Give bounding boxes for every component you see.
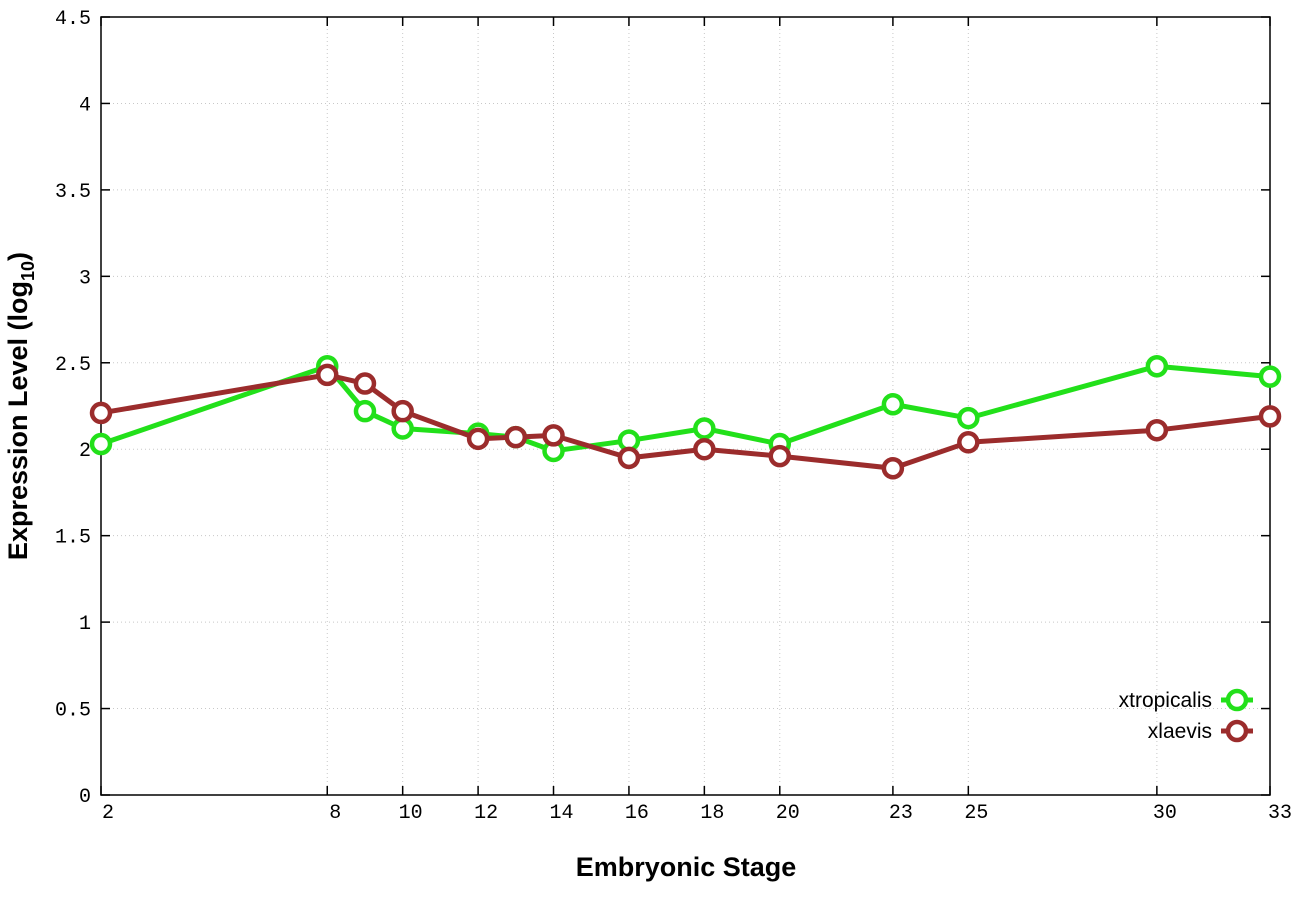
y-tick-label: 3 — [79, 267, 91, 290]
y-tick-label: 4 — [79, 94, 91, 117]
series-line-xtropicalis — [100, 363, 1271, 454]
data-point-xlaevis — [466, 427, 490, 451]
series-xtropicalis — [89, 354, 1282, 463]
x-tick-label: 18 — [700, 802, 724, 825]
y-tick-label: 2 — [79, 440, 91, 463]
data-point-xlaevis — [391, 399, 414, 423]
data-point-xlaevis — [353, 372, 377, 395]
data-point-xtropicalis — [353, 399, 377, 423]
x-tick-label: 14 — [550, 802, 574, 825]
data-point-xtropicalis — [693, 417, 716, 440]
data-point-xlaevis — [881, 456, 905, 480]
data-point-xtropicalis — [957, 406, 980, 430]
data-point-xlaevis — [693, 437, 716, 461]
x-tick-label: 2 — [102, 802, 114, 825]
y-tick-label: 0 — [79, 786, 91, 809]
y-axis-title: Expression Level (log10) — [3, 252, 38, 560]
x-tick-label: 23 — [889, 802, 913, 825]
data-point-xtropicalis — [1258, 365, 1282, 388]
y-tick-label: 1.5 — [55, 527, 91, 550]
y-tick-label: 4.5 — [55, 8, 91, 31]
series-layer — [89, 354, 1282, 480]
x-tick-label: 12 — [474, 802, 498, 825]
legend-swatch-marker — [1225, 688, 1249, 712]
data-point-xtropicalis — [881, 393, 905, 416]
data-point-xlaevis — [504, 425, 528, 449]
y-axis-title-main: Expression Level (log — [3, 281, 33, 560]
series-xlaevis — [89, 363, 1282, 480]
data-point-xlaevis — [768, 444, 792, 468]
x-tick-label: 20 — [776, 802, 800, 825]
x-tick-label: 10 — [399, 802, 423, 825]
legend-label-xlaevis: xlaevis — [1148, 720, 1212, 743]
legend-label-xtropicalis: xtropicalis — [1119, 689, 1212, 712]
data-point-xtropicalis — [89, 432, 113, 456]
legend: xtropicalis xlaevis — [1119, 688, 1253, 743]
data-point-xlaevis — [89, 401, 113, 425]
grid-lines — [101, 17, 1270, 795]
data-point-xlaevis — [1258, 405, 1282, 428]
data-point-xlaevis — [1145, 418, 1169, 442]
x-tick-label: 25 — [964, 802, 988, 825]
x-axis-title: Embryonic Stage — [576, 852, 797, 882]
y-axis-title-close: ) — [3, 252, 33, 261]
y-tick-label: 0.5 — [55, 700, 91, 723]
x-tick-label: 16 — [625, 802, 649, 825]
x-tick-label: 33 — [1268, 802, 1292, 825]
axis-ticks: 0 0.5 1 1.5 2 2.5 3 3.5 4 4.5 2 8 10 12 14 16 18 20 23 25 30… — [55, 8, 1292, 825]
legend-swatch-marker — [1225, 719, 1249, 743]
series-line-xlaevis — [100, 372, 1271, 471]
data-point-xlaevis — [316, 363, 339, 387]
data-point-xlaevis — [957, 431, 980, 454]
data-point-xlaevis — [617, 446, 641, 470]
x-tick-label: 8 — [329, 802, 341, 825]
data-point-xlaevis — [542, 424, 565, 447]
y-axis-title-subscript: 10 — [18, 261, 38, 281]
y-tick-label: 1 — [79, 613, 91, 636]
data-point-xtropicalis — [1145, 354, 1169, 378]
y-tick-label: 2.5 — [55, 354, 91, 377]
y-tick-label: 3.5 — [55, 181, 91, 204]
plot-frame — [100, 16, 1271, 796]
x-tick-label: 30 — [1153, 802, 1177, 825]
